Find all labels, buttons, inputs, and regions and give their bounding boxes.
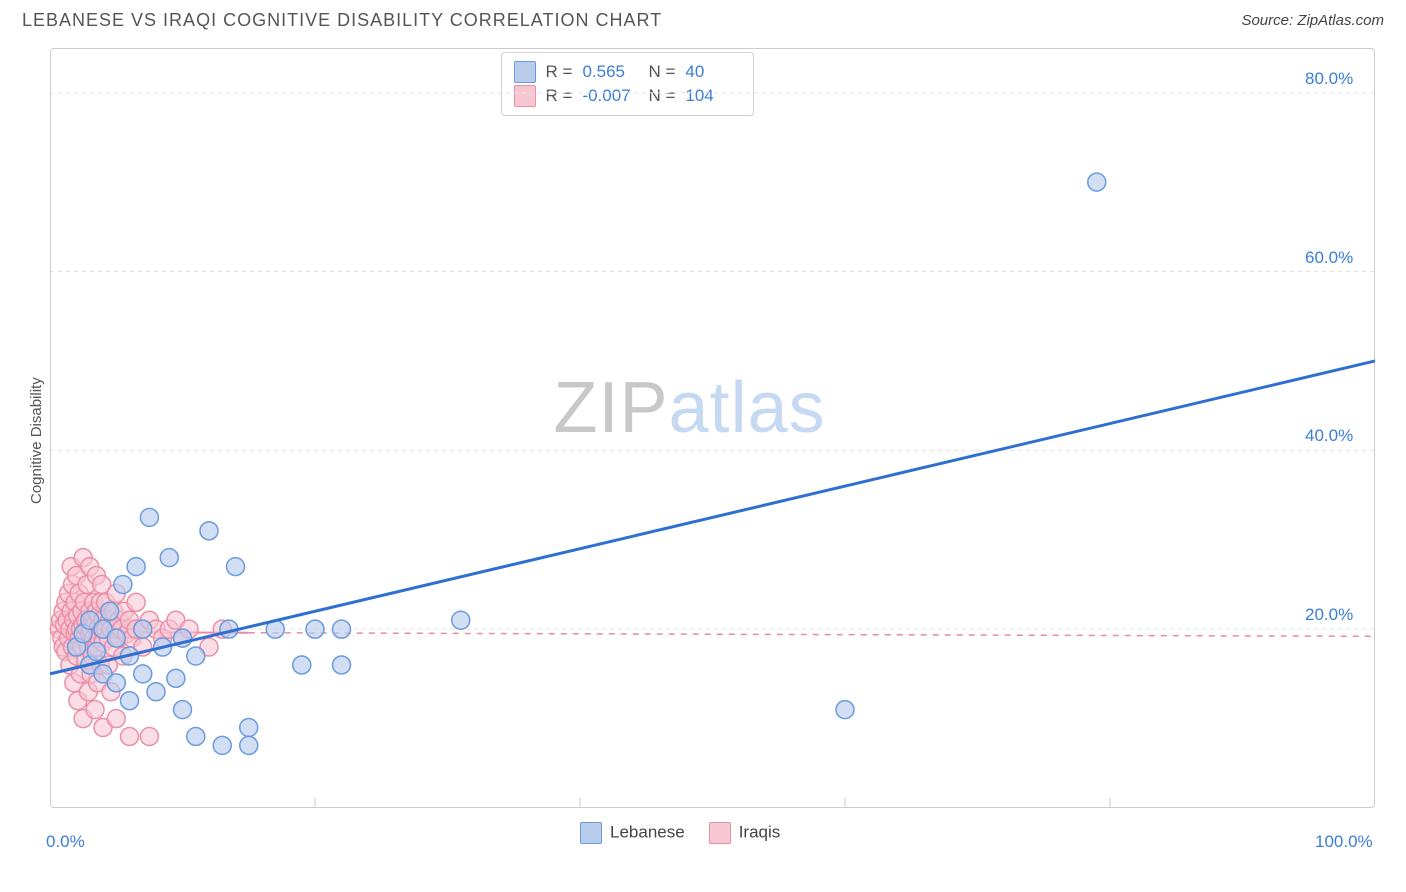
y-tick-label: 40.0% [1305, 426, 1353, 446]
legend-swatch [580, 822, 602, 844]
chart-svg [0, 0, 1406, 892]
x-axis-max-label: 100.0% [1315, 832, 1373, 852]
legend-swatch [709, 822, 731, 844]
legend-item: Lebanese [580, 822, 685, 844]
y-tick-label: 60.0% [1305, 248, 1353, 268]
y-tick-label: 20.0% [1305, 605, 1353, 625]
y-tick-label: 80.0% [1305, 69, 1353, 89]
series-legend: Lebanese Iraqis [580, 822, 780, 844]
legend-label: Iraqis [739, 822, 781, 841]
legend-item: Iraqis [709, 822, 781, 844]
x-axis-min-label: 0.0% [46, 832, 85, 852]
legend-label: Lebanese [610, 822, 685, 841]
